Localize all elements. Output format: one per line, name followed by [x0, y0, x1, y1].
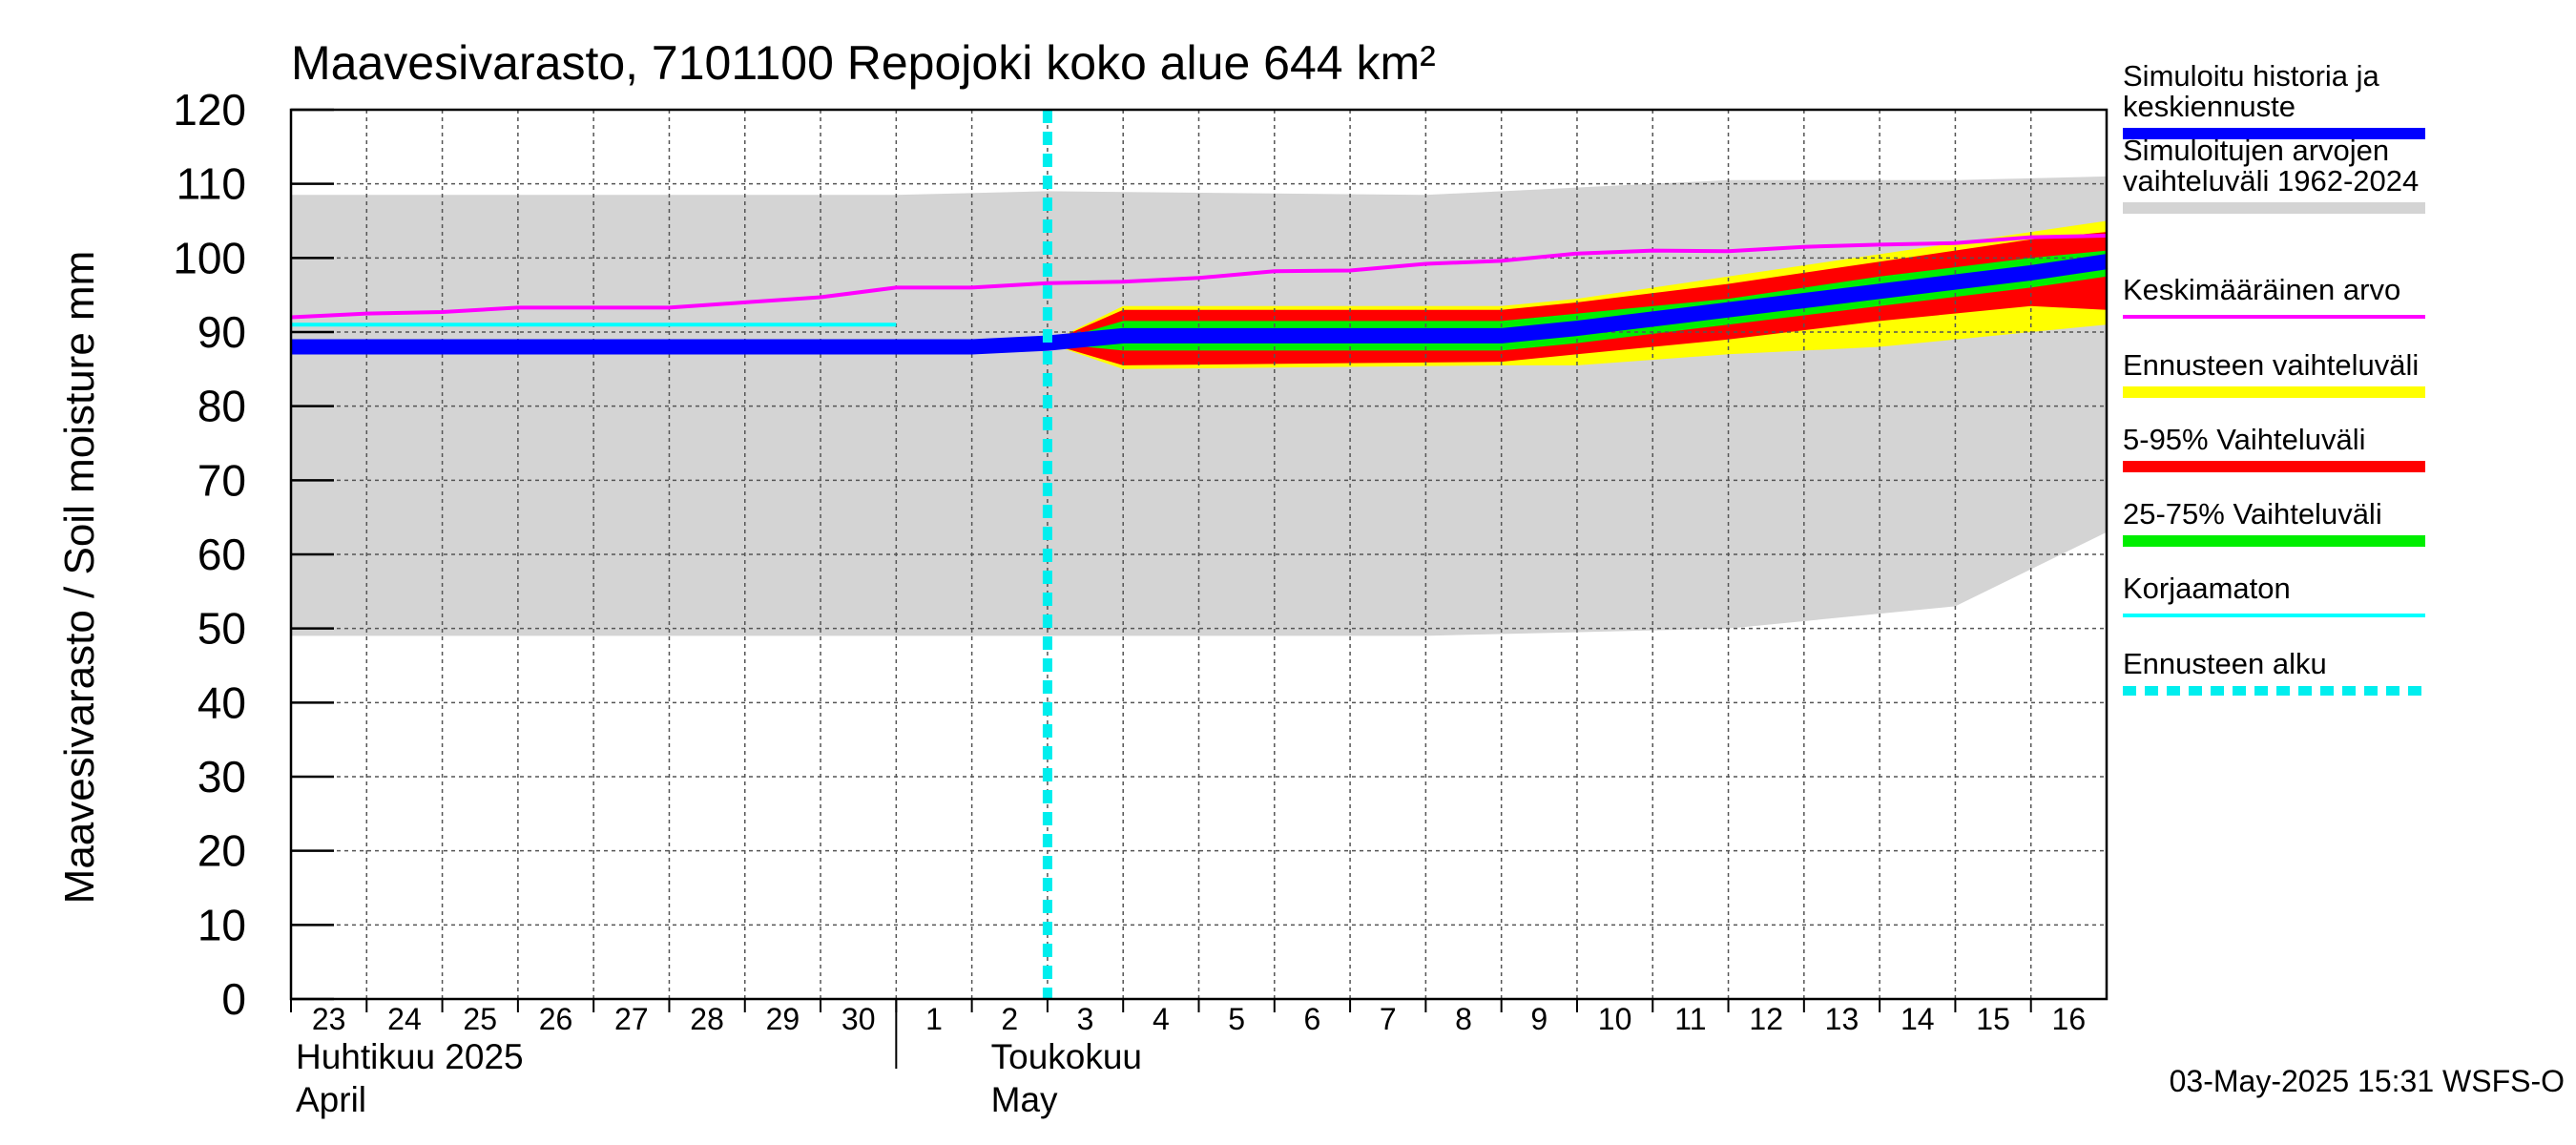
x-tick-label: 26: [539, 1002, 573, 1036]
legend-label: Simuloitu historia ja: [2123, 59, 2380, 93]
legend-label: vaihteluväli 1962-2024: [2123, 164, 2419, 198]
month-label-en: April: [296, 1080, 366, 1119]
legend-label: Korjaamaton: [2123, 572, 2291, 605]
legend-label: 5-95% Vaihteluväli: [2123, 423, 2365, 456]
x-tick-label: 16: [2052, 1002, 2087, 1036]
x-tick-label: 9: [1530, 1002, 1548, 1036]
x-tick-label: 27: [614, 1002, 649, 1036]
y-tick-label: 120: [173, 85, 246, 135]
y-tick-label: 10: [197, 900, 246, 949]
legend-label: Keskimääräinen arvo: [2123, 273, 2400, 306]
x-tick-label: 13: [1825, 1002, 1859, 1036]
y-tick-label: 80: [197, 382, 246, 431]
x-tick-label: 10: [1598, 1002, 1632, 1036]
x-tick-label: 2: [1001, 1002, 1018, 1036]
x-tick-label: 1: [925, 1002, 943, 1036]
y-tick-label: 110: [177, 159, 246, 209]
x-tick-label: 30: [841, 1002, 876, 1036]
x-tick-label: 4: [1153, 1002, 1170, 1036]
timestamp: 03-May-2025 15:31 WSFS-O: [2170, 1064, 2565, 1098]
month-label-en: May: [991, 1080, 1058, 1119]
x-tick-label: 15: [1976, 1002, 2010, 1036]
x-tick-label: 6: [1304, 1002, 1321, 1036]
lines-layer: [290, 110, 2109, 999]
x-tick-label: 7: [1380, 1002, 1397, 1036]
x-tick-label: 24: [387, 1002, 422, 1036]
y-tick-label: 60: [197, 530, 246, 579]
x-tick-label: 28: [690, 1002, 724, 1036]
y-tick-label: 20: [197, 826, 246, 876]
p25-75-band: [1047, 250, 2107, 351]
x-tick-label: 12: [1749, 1002, 1783, 1036]
month-label: Toukokuu: [991, 1037, 1142, 1076]
mean-value-line: [290, 234, 2108, 320]
month-label: Huhtikuu 2025: [296, 1037, 524, 1076]
y-tick-label: 0: [221, 974, 246, 1024]
x-tick-label: 5: [1228, 1002, 1245, 1036]
x-tick-label: 11: [1674, 1002, 1706, 1036]
simulated-history-line: [291, 254, 2109, 355]
legend-label: Ennusteen vaihteluväli: [2123, 348, 2419, 382]
legend-label: 25-75% Vaihteluväli: [2123, 497, 2382, 531]
y-tick-label: 100: [173, 233, 246, 282]
frame-layer: [289, 108, 2109, 1069]
y-tick-label: 40: [197, 677, 246, 727]
chart-title: Maavesivarasto, 7101100 Repojoki koko al…: [291, 36, 1436, 90]
legend-label: Simuloitujen arvojen: [2123, 134, 2389, 167]
x-tick-label: 14: [1901, 1002, 1935, 1036]
y-tick-label: 70: [197, 455, 246, 505]
x-tick-label: 23: [312, 1002, 346, 1036]
y-axis-label: Maavesivarasto / Soil moisture mm: [56, 251, 103, 905]
legend-label: keskiennuste: [2123, 90, 2296, 123]
x-tick-label: 29: [766, 1002, 800, 1036]
y-tick-label: 50: [197, 604, 246, 654]
x-tick-label: 25: [463, 1002, 497, 1036]
legend-label: Ennusteen alku: [2123, 647, 2327, 680]
y-tick-label: 30: [197, 752, 246, 802]
x-tick-label: 8: [1455, 1002, 1472, 1036]
y-tick-label: 90: [197, 307, 246, 357]
x-tick-label: 3: [1077, 1002, 1094, 1036]
